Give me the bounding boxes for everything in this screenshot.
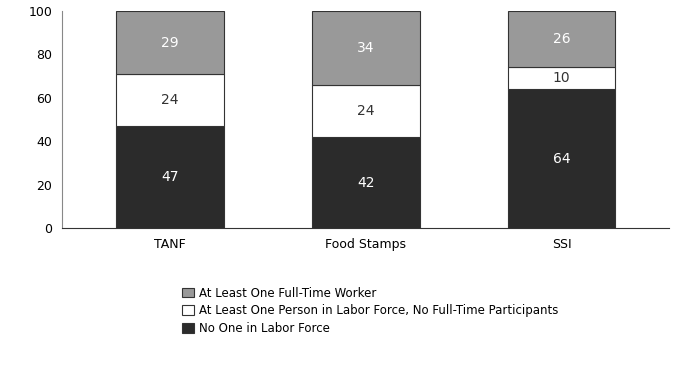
Text: 64: 64 [553, 152, 571, 166]
Text: 10: 10 [553, 71, 571, 85]
Bar [312, 11, 420, 85]
Text: 34: 34 [357, 41, 375, 55]
Text: 29: 29 [161, 36, 179, 50]
Bar [508, 89, 615, 228]
Text: 47: 47 [161, 170, 179, 184]
Bar [116, 11, 224, 74]
Legend: At Least One Full-Time Worker, At Least One Person in Labor Force, No Full-Time : At Least One Full-Time Worker, At Least … [177, 282, 562, 340]
Bar [116, 126, 224, 228]
Bar [116, 74, 224, 126]
Text: 24: 24 [161, 93, 179, 107]
Text: 26: 26 [553, 32, 571, 46]
Bar [508, 11, 615, 67]
Bar [312, 137, 420, 228]
Bar [508, 67, 615, 89]
Bar [312, 85, 420, 137]
Text: 24: 24 [357, 104, 375, 118]
Text: 42: 42 [357, 176, 375, 190]
